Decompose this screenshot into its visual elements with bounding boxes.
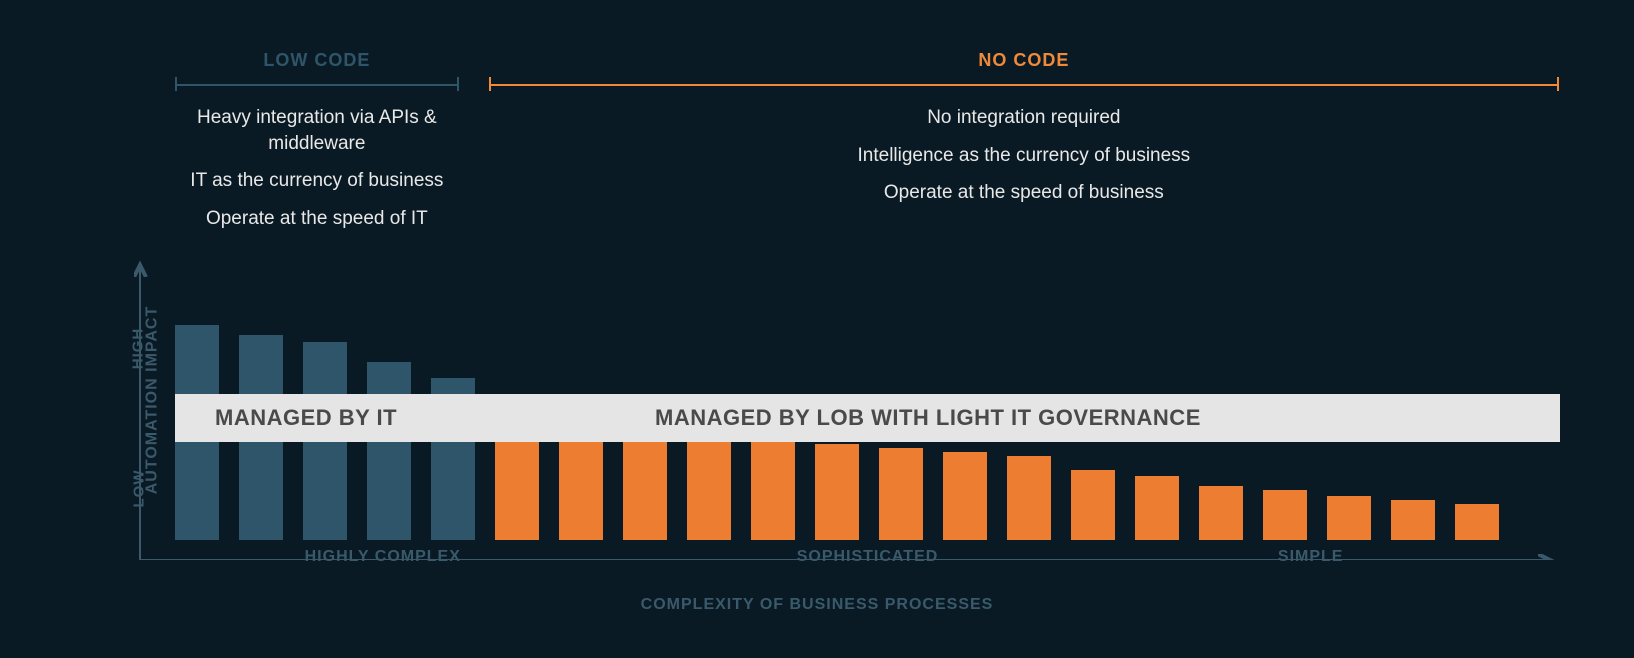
bar bbox=[751, 440, 795, 540]
bar bbox=[1391, 500, 1435, 540]
low-code-bullets: Heavy integration via APIs & middleware I… bbox=[175, 105, 459, 244]
plot-area: MANAGED BY IT MANAGED BY LOB WITH LIGHT I… bbox=[130, 280, 1560, 560]
x-tick-label: SIMPLE bbox=[1278, 548, 1344, 566]
no-code-bullets: No integration required Intelligence as t… bbox=[858, 105, 1191, 218]
low-code-header: LOW CODE bbox=[263, 50, 370, 71]
bullet-text: No integration required bbox=[858, 105, 1191, 131]
bar bbox=[367, 362, 411, 540]
bullet-text: Operate at the speed of IT bbox=[175, 206, 459, 232]
no-code-bracket bbox=[489, 77, 1559, 91]
top-section: LOW CODE Heavy integration via APIs & mi… bbox=[175, 50, 1559, 244]
low-code-bracket bbox=[175, 77, 459, 91]
bullet-text: Intelligence as the currency of business bbox=[858, 143, 1191, 169]
no-code-column: NO CODE No integration required Intellige… bbox=[459, 50, 1559, 244]
bar bbox=[943, 452, 987, 540]
x-axis-label: COMPLEXITY OF BUSINESS PROCESSES bbox=[641, 596, 994, 614]
bullet-text: Heavy integration via APIs & middleware bbox=[175, 105, 459, 156]
infographic-chart: LOW CODE Heavy integration via APIs & mi… bbox=[0, 0, 1634, 658]
band-segment-label: MANAGED BY IT bbox=[215, 405, 397, 431]
bar bbox=[1199, 486, 1243, 540]
bar bbox=[1455, 504, 1499, 540]
bar bbox=[1327, 496, 1371, 540]
x-tick-label: HIGHLY COMPLEX bbox=[305, 548, 461, 566]
bar bbox=[1007, 456, 1051, 540]
bullet-text: Operate at the speed of business bbox=[858, 180, 1191, 206]
bullet-text: IT as the currency of business bbox=[175, 168, 459, 194]
low-code-column: LOW CODE Heavy integration via APIs & mi… bbox=[175, 50, 459, 244]
no-code-header: NO CODE bbox=[978, 50, 1069, 71]
bar bbox=[1135, 476, 1179, 540]
management-band: MANAGED BY IT MANAGED BY LOB WITH LIGHT I… bbox=[175, 394, 1560, 442]
bar bbox=[815, 444, 859, 540]
band-segment-label: MANAGED BY LOB WITH LIGHT IT GOVERNANCE bbox=[655, 405, 1201, 431]
bar bbox=[1263, 490, 1307, 540]
bar bbox=[1071, 470, 1115, 540]
bar bbox=[879, 448, 923, 540]
x-tick-label: SOPHISTICATED bbox=[797, 548, 939, 566]
bar bbox=[687, 432, 731, 540]
